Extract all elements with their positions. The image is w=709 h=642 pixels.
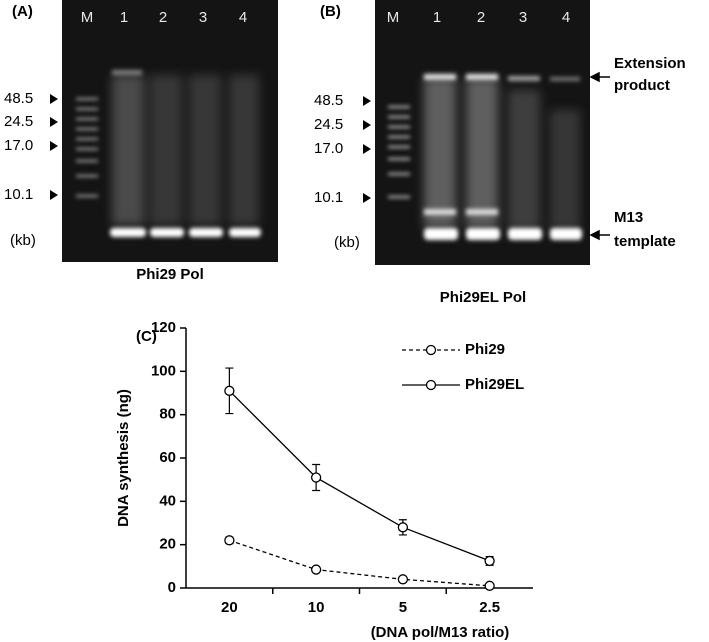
x-tick-label: 20 (221, 599, 238, 616)
lane-label: M (387, 9, 400, 26)
x-tick-label: 5 (399, 599, 407, 616)
y-tick-label: 0 (168, 579, 176, 596)
size-marker: 48.5 (4, 90, 33, 107)
y-tick-label: 40 (159, 492, 176, 509)
series-line (228, 390, 490, 562)
y-tick-label: 80 (159, 406, 176, 423)
size-marker: 17.0 (4, 137, 33, 154)
data-point (397, 574, 409, 585)
lane-label: 1 (120, 9, 128, 26)
lane-label: 3 (519, 9, 527, 26)
lane-label: 2 (159, 9, 167, 26)
size-marker: 24.5 (314, 116, 343, 133)
gel-a: M 1 2 3 4 (62, 0, 278, 262)
lane-label: 4 (562, 9, 570, 26)
annotation-arrows (589, 71, 610, 241)
gel-caption: Phi29 Pol (136, 266, 204, 283)
plot: 0 20 40 60 80 100 120 20 10 5 2.5 Phi29 Phi29EL (151, 319, 533, 616)
x-axis-label: (DNA pol/M13 ratio) (371, 624, 510, 641)
marker-arrows (50, 94, 58, 200)
annotation: product (614, 77, 670, 94)
data-point (224, 535, 235, 546)
annotation: template (614, 233, 676, 250)
annotation: Extension (614, 55, 686, 72)
data-point (310, 564, 322, 575)
marker-arrows (363, 96, 371, 203)
chart-title: (C) (136, 328, 157, 345)
data-point (484, 580, 495, 591)
y-tick-label: 60 (159, 449, 176, 466)
series-line (229, 539, 490, 587)
gel-caption: Phi29EL Pol (440, 289, 526, 306)
legend-marker (425, 344, 437, 356)
legend-marker (425, 379, 437, 391)
gel-b: M 1 2 3 4 (375, 0, 590, 265)
data-point (484, 555, 495, 567)
annotation: M13 (614, 209, 643, 226)
size-marker: 10.1 (314, 189, 343, 206)
y-tick-label: 20 (159, 536, 176, 553)
panel-label: (B) (320, 3, 341, 20)
unit-label: (kb) (10, 232, 36, 249)
size-marker: 10.1 (4, 186, 33, 203)
legend-label: Phi29EL (465, 376, 524, 393)
data-point (310, 472, 322, 483)
size-marker: 24.5 (4, 113, 33, 130)
panel-label: (A) (12, 3, 33, 20)
size-marker: 48.5 (314, 92, 343, 109)
y-axis-label: DNA synthesis (ng) (115, 389, 132, 527)
data-point (397, 522, 409, 533)
y-tick-label: 100 (151, 362, 176, 379)
data-point (224, 385, 235, 396)
lane-label: 2 (477, 9, 485, 26)
x-tick-label: 10 (308, 599, 325, 616)
lane-label: 4 (239, 9, 247, 26)
size-marker: 17.0 (314, 140, 343, 157)
lane-label: 1 (433, 9, 441, 26)
legend-label: Phi29 (465, 341, 505, 358)
y-tick-label: 120 (151, 319, 176, 336)
unit-label: (kb) (334, 234, 360, 251)
lane-label: 3 (199, 9, 207, 26)
lane-label: M (81, 9, 94, 26)
x-tick-label: 2.5 (479, 599, 500, 616)
